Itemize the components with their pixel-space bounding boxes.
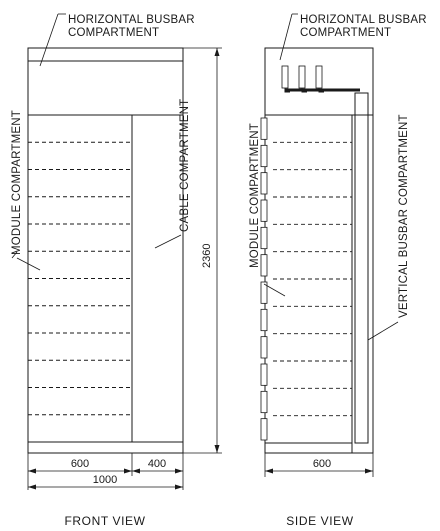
front-cable-compartment — [131, 114, 184, 443]
front-cable-label: CABLE COMPARTMENT — [179, 99, 191, 232]
side-module-door-flap — [260, 199, 268, 222]
front-height-dimension: 2360 — [183, 47, 222, 454]
side-module-door-flap — [260, 254, 268, 277]
front-module-width-text: 600 — [71, 458, 89, 470]
side-module-rows — [273, 141, 352, 417]
side-horizontal-busbar-label-line1: HORIZONTAL BUSBAR — [300, 14, 427, 26]
front-width-dimensions: 600 400 1000 — [27, 453, 184, 490]
side-busbar-conductors — [281, 65, 360, 93]
front-total-width-text: 1000 — [93, 474, 117, 486]
front-view: HORIZONTAL BUSBAR COMPARTMENT MODULE COM… — [11, 13, 222, 528]
side-module-door-flap — [260, 390, 268, 414]
side-module-door-flap — [260, 336, 268, 359]
front-cable-width-text: 400 — [148, 458, 166, 470]
front-plinth — [27, 441, 184, 454]
side-horizontal-busbar-label-line2: COMPARTMENT — [300, 27, 391, 39]
front-view-caption: FRONT VIEW — [64, 514, 145, 528]
front-horizontal-busbar-label-line1: HORIZONTAL BUSBAR — [68, 14, 195, 26]
side-module-door-flap — [260, 418, 268, 441]
side-view-caption: SIDE VIEW — [286, 514, 353, 528]
side-module-label: MODULE COMPARTMENT — [249, 123, 261, 268]
side-vertical-busbar-label: VERTICAL BUSBAR COMPARTMENT — [398, 114, 410, 318]
side-module-flaps — [260, 117, 268, 441]
front-height-dim-text: 2360 — [201, 244, 213, 268]
front-module-label: MODULE COMPARTMENT — [11, 110, 23, 255]
side-module-door-flap — [260, 144, 268, 168]
side-horizontal-busbar-compartment — [264, 47, 374, 116]
front-horizontal-busbar-compartment — [27, 47, 184, 116]
side-module-door-flap — [260, 226, 268, 250]
side-rear-channel — [351, 114, 374, 454]
side-module-door-flap — [260, 308, 268, 332]
side-module-door-flap — [260, 363, 268, 386]
side-plinth — [264, 442, 353, 454]
side-view: HORIZONTAL BUSBAR COMPARTMENT MODULE COM… — [249, 13, 427, 528]
front-module-rows — [28, 141, 132, 416]
side-vertical-busbar — [354, 92, 369, 444]
side-module-door-flap — [260, 172, 268, 195]
side-depth-dim-text: 600 — [313, 458, 331, 470]
side-depth-dimension: 600 — [264, 453, 374, 477]
side-module-door-flap — [260, 281, 268, 304]
side-module-door-flap — [260, 117, 268, 140]
front-horizontal-busbar-label-line2: COMPARTMENT — [68, 27, 159, 39]
